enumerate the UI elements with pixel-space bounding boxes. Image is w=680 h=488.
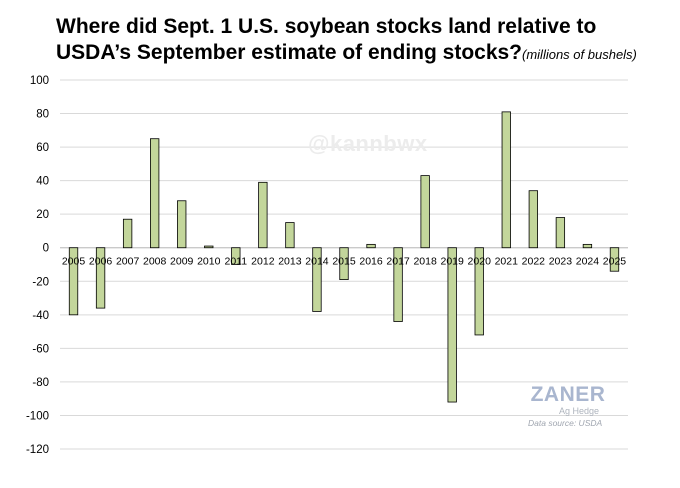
bar-2013 [285, 222, 295, 249]
y-tick-label: 60 [36, 142, 49, 154]
x-tick-label: 2025 [603, 256, 627, 268]
x-tick-label: 2023 [549, 256, 573, 268]
y-tick-label: 0 [43, 243, 49, 255]
x-tick-label: 2019 [441, 256, 465, 268]
x-tick-label: 2021 [495, 256, 519, 268]
bar-2015 [339, 247, 349, 280]
x-tick-label: 2012 [251, 256, 275, 268]
bar-2006 [95, 247, 106, 309]
y-tick-label: -60 [32, 343, 49, 355]
bar-2010 [204, 245, 214, 249]
bar-2018 [420, 175, 430, 249]
bar-2019 [447, 247, 457, 403]
bar-2017 [393, 247, 403, 322]
x-tick-label: 2015 [332, 256, 356, 268]
y-tick-label: 80 [36, 109, 49, 121]
x-tick-label: 2010 [197, 256, 221, 268]
bar-2020 [474, 247, 484, 336]
x-tick-label: 2007 [116, 256, 140, 268]
x-tick-label: 2024 [576, 256, 600, 268]
bar-2025 [609, 247, 620, 272]
bar-2022 [528, 190, 538, 249]
bar-2016 [366, 243, 376, 249]
bar-2021 [501, 111, 511, 249]
bar-2011 [231, 247, 241, 265]
bar-2023 [555, 217, 566, 249]
y-tick-label: -100 [26, 410, 49, 422]
x-tick-label: 2017 [386, 256, 410, 268]
y-tick-label: -120 [26, 444, 49, 456]
bar-2007 [122, 218, 133, 249]
y-tick-label: 100 [30, 75, 49, 87]
logo-subtitle: Ag Hedge [558, 406, 600, 416]
y-tick-label: 40 [36, 176, 49, 188]
x-tick-label: 2018 [413, 256, 437, 268]
watermark: @kannbwx [308, 131, 428, 156]
y-tick-label: 20 [36, 209, 49, 221]
title-line-1: Where did Sept. 1 U.S. soybean stocks la… [56, 15, 597, 38]
bar-2008 [150, 138, 160, 249]
y-tick-label: -80 [32, 377, 49, 389]
x-tick-label: 2005 [62, 256, 86, 268]
title-line-2: USDA’s September estimate of ending stoc… [56, 41, 523, 64]
x-tick-label: 2022 [522, 256, 546, 268]
y-tick-label: -20 [32, 276, 49, 288]
x-tick-label: 2016 [359, 256, 383, 268]
x-tick-label: 2013 [278, 256, 302, 268]
logo-name: ZANER [530, 383, 606, 406]
y-tick-label: -40 [32, 310, 49, 322]
bar-2014 [312, 247, 322, 312]
x-tick-label: 2020 [468, 256, 492, 268]
bar-2024 [582, 243, 593, 249]
data-source: Data source: USDA [528, 418, 603, 428]
zaner-logo: ZANER Ag Hedge [523, 383, 613, 417]
bar-2009 [177, 200, 187, 249]
chart-title: Where did Sept. 1 U.S. soybean stocks la… [56, 14, 676, 68]
units-label: (millions of bushels) [522, 47, 637, 62]
x-tick-label: 2014 [305, 256, 329, 268]
x-tick-label: 2006 [89, 256, 113, 268]
x-tick-label: 2011 [225, 256, 248, 268]
x-tick-label: 2009 [170, 256, 194, 268]
x-tick-label: 2008 [143, 256, 167, 268]
bar-2012 [258, 181, 268, 249]
bar-2005 [68, 247, 79, 316]
